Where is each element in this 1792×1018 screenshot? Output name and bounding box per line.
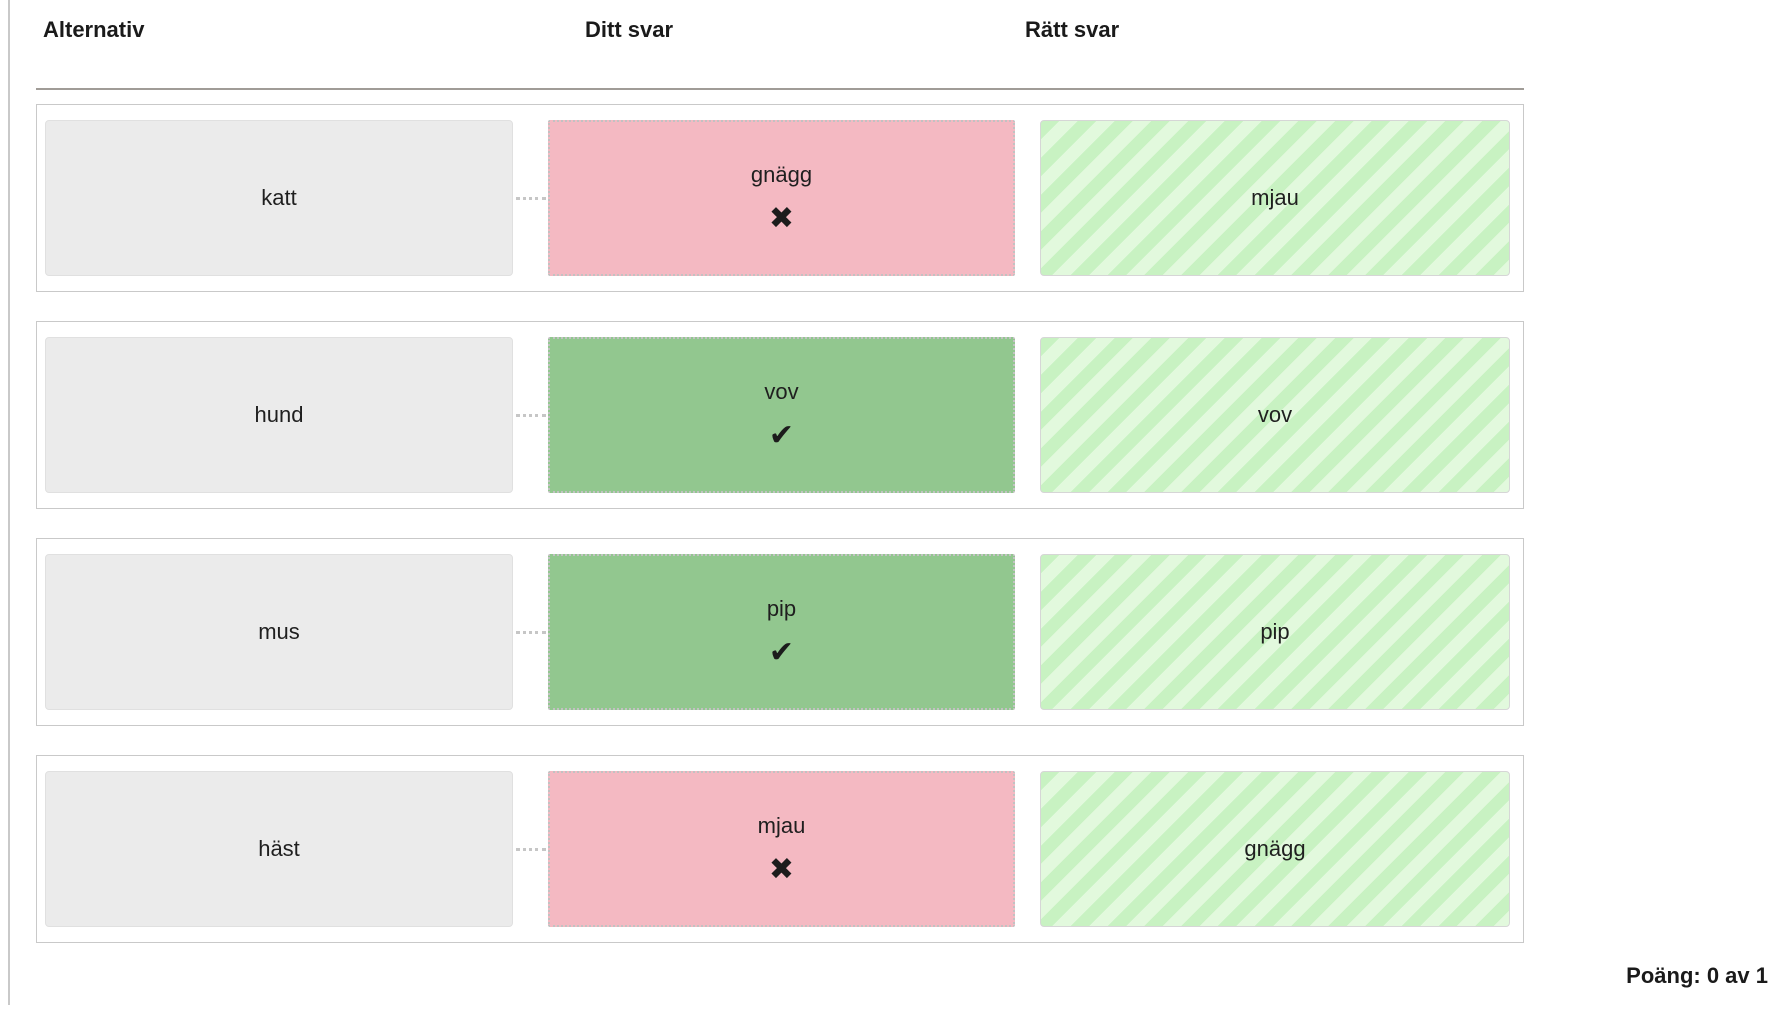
check-icon: ✔ bbox=[768, 419, 795, 452]
connector bbox=[513, 630, 548, 634]
correct-answer-box: vov bbox=[1040, 337, 1510, 493]
page-left-border bbox=[8, 0, 10, 1005]
correct-answer-box: mjau bbox=[1040, 120, 1510, 276]
alternative-box: häst bbox=[45, 771, 513, 927]
alternative-label: hund bbox=[254, 402, 304, 427]
correct-answer-box: gnägg bbox=[1040, 771, 1510, 927]
your-answer-box: pip ✔ bbox=[548, 554, 1015, 710]
correct-answer-box: pip bbox=[1040, 554, 1510, 710]
your-answer-label: gnägg bbox=[750, 162, 813, 187]
correct-answer-label: mjau bbox=[1251, 185, 1299, 210]
alternative-label: mus bbox=[258, 619, 300, 644]
connector bbox=[513, 413, 548, 417]
correct-answer-label: vov bbox=[1257, 402, 1293, 427]
alternative-box: katt bbox=[45, 120, 513, 276]
alternative-box: mus bbox=[45, 554, 513, 710]
your-answer-box: mjau ✖ bbox=[548, 771, 1015, 927]
your-answer-label: mjau bbox=[757, 813, 806, 838]
alternative-label: katt bbox=[261, 185, 297, 210]
column-headers: Alternativ Ditt svar Rätt svar bbox=[36, 0, 1524, 90]
your-answer-box: vov ✔ bbox=[548, 337, 1015, 493]
your-answer-label: pip bbox=[766, 596, 797, 621]
match-row: mus pip ✔ pip bbox=[36, 538, 1524, 726]
score-text: Poäng: 0 av 1 bbox=[1626, 963, 1768, 988]
check-icon: ✔ bbox=[768, 636, 795, 669]
correct-answer-label: pip bbox=[1260, 619, 1290, 644]
cross-icon: ✖ bbox=[768, 853, 795, 886]
match-row: katt gnägg ✖ mjau bbox=[36, 104, 1524, 292]
dotted-connector-line bbox=[515, 630, 546, 634]
header-your-answer: Ditt svar bbox=[585, 17, 674, 42]
quiz-review-panel: Alternativ Ditt svar Rätt svar katt gnäg… bbox=[36, 0, 1768, 989]
alternative-label: häst bbox=[258, 836, 300, 861]
your-answer-box: gnägg ✖ bbox=[548, 120, 1015, 276]
connector bbox=[513, 196, 548, 200]
connector bbox=[513, 847, 548, 851]
alternative-box: hund bbox=[45, 337, 513, 493]
your-answer-label: vov bbox=[764, 379, 799, 404]
header-correct-answer: Rätt svar bbox=[1025, 17, 1120, 42]
dotted-connector-line bbox=[515, 196, 546, 200]
correct-answer-label: gnägg bbox=[1244, 836, 1306, 861]
match-row: häst mjau ✖ gnägg bbox=[36, 755, 1524, 943]
dotted-connector-line bbox=[515, 413, 546, 417]
cross-icon: ✖ bbox=[768, 202, 795, 235]
header-alternative: Alternativ bbox=[43, 17, 145, 42]
match-row: hund vov ✔ vov bbox=[36, 321, 1524, 509]
dotted-connector-line bbox=[515, 847, 546, 851]
match-rows: katt gnägg ✖ mjau hund vov ✔ vov bbox=[36, 104, 1524, 943]
